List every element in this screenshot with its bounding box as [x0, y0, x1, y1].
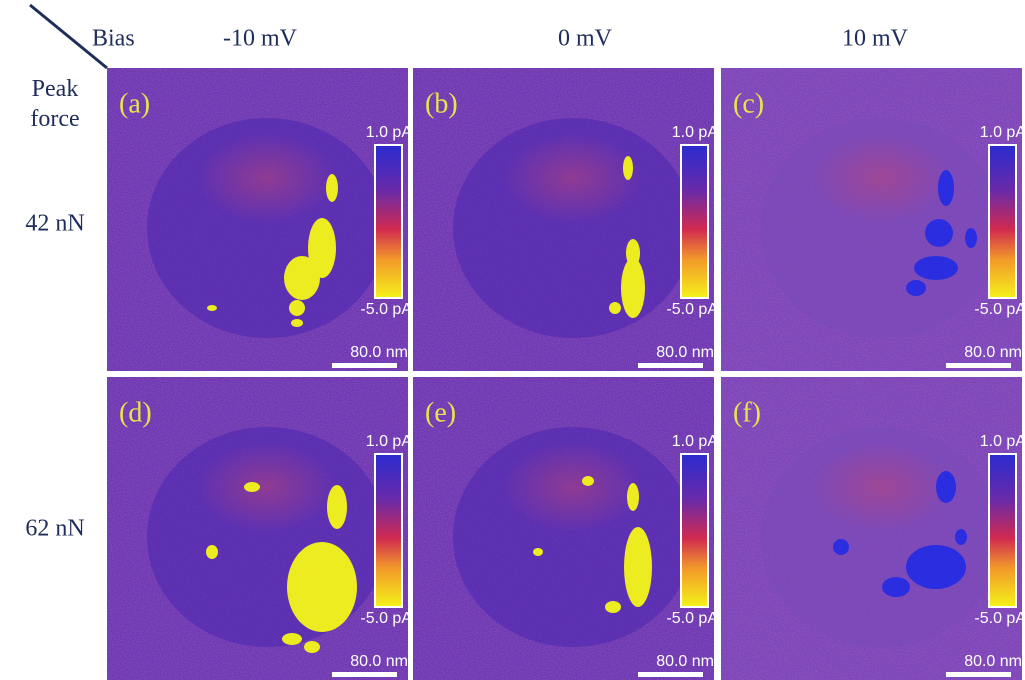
afm-panel: (c) 1.0 pA -5.0 pA 80.0 nm [721, 68, 1025, 371]
current-spot [582, 476, 594, 486]
colorbar [989, 145, 1016, 298]
colorbar-max-label: 1.0 pA [980, 124, 1025, 141]
current-spot [609, 302, 621, 314]
current-spot [623, 156, 633, 180]
particle-rim [503, 133, 643, 223]
colorbar-max-label: 1.0 pA [366, 124, 413, 141]
colorbar [989, 454, 1016, 607]
current-spot [287, 542, 357, 632]
scale-bar-label: 80.0 nm [350, 344, 408, 361]
panel-label: (d) [119, 397, 152, 428]
current-spot [936, 471, 956, 503]
scale-bar-label: 80.0 nm [350, 653, 408, 670]
particle-rim [811, 442, 951, 532]
column-label: 0 mV [558, 26, 613, 52]
current-spot [326, 174, 338, 202]
afm-panel: (d) 1.0 pA -5.0 pA 80.0 nm [107, 377, 412, 680]
current-spot [906, 280, 926, 296]
current-spot [291, 319, 303, 327]
bias-header: Bias [92, 26, 135, 52]
scale-bar-label: 80.0 nm [656, 653, 714, 670]
column-label: 10 mV [842, 26, 909, 52]
panel-label: (c) [733, 88, 764, 119]
current-spot [624, 527, 652, 607]
afm-panel: (a) 1.0 pA -5.0 pA 80.0 nm [107, 68, 412, 371]
current-spot [833, 539, 849, 555]
current-spot [955, 529, 967, 545]
current-spot [626, 239, 640, 267]
current-spot [244, 482, 260, 492]
row-label: 62 nN [25, 516, 84, 542]
scale-bar-label: 80.0 nm [964, 344, 1022, 361]
colorbar-max-label: 1.0 pA [672, 433, 719, 450]
panel-grid: (a) 1.0 pA -5.0 pA 80.0 nm (b) 1.0 pA -5.0 pA 8… [107, 68, 1025, 680]
column-label: -10 mV [223, 26, 298, 52]
scale-bar [638, 363, 703, 368]
colorbar-max-label: 1.0 pA [980, 433, 1025, 450]
afm-panel: (e) 1.0 pA -5.0 pA 80.0 nm [413, 377, 718, 680]
current-spot [327, 485, 347, 529]
current-spot [533, 548, 543, 556]
scale-bar [946, 672, 1011, 677]
colorbar-max-label: 1.0 pA [672, 124, 719, 141]
colorbar-min-label: -5.0 pA [360, 610, 412, 627]
current-spot [906, 545, 966, 589]
particle-rim [197, 133, 337, 223]
row-label: 42 nN [25, 211, 84, 237]
particle-rim [503, 442, 643, 532]
scale-bar [332, 672, 397, 677]
colorbar [681, 454, 708, 607]
panel-label: (f) [733, 397, 761, 428]
current-spot [282, 633, 302, 645]
scale-bar-label: 80.0 nm [964, 653, 1022, 670]
current-spot [289, 300, 305, 316]
colorbar [375, 454, 402, 607]
panel-label: (b) [425, 88, 458, 119]
current-spot [207, 305, 217, 311]
figure: Bias Peakforce (a)1.0 pA-5.0 pA80.0 nm(b… [0, 0, 1025, 680]
afm-panel: (b) 1.0 pA -5.0 pA 80.0 nm [413, 68, 718, 371]
scale-bar [332, 363, 397, 368]
panel-label: (e) [425, 397, 456, 428]
colorbar-min-label: -5.0 pA [666, 610, 718, 627]
current-spot [965, 228, 977, 248]
colorbar-min-label: -5.0 pA [974, 610, 1025, 627]
current-spot [882, 577, 910, 597]
colorbar [375, 145, 402, 298]
scale-bar-label: 80.0 nm [656, 344, 714, 361]
panel-label: (a) [119, 88, 150, 119]
colorbar-max-label: 1.0 pA [366, 433, 413, 450]
current-spot [914, 256, 958, 280]
colorbar-min-label: -5.0 pA [360, 301, 412, 318]
colorbar-min-label: -5.0 pA [666, 301, 718, 318]
current-spot [627, 483, 639, 511]
current-spot [938, 170, 954, 206]
colorbar [681, 145, 708, 298]
current-spot [284, 256, 320, 300]
particle-rim [197, 442, 337, 532]
current-spot [925, 219, 953, 247]
particle-rim [811, 133, 951, 223]
scale-bar [946, 363, 1011, 368]
afm-panel: (f) 1.0 pA -5.0 pA 80.0 nm [721, 377, 1025, 680]
colorbar-min-label: -5.0 pA [974, 301, 1025, 318]
scale-bar [638, 672, 703, 677]
current-spot [304, 641, 320, 653]
current-spot [206, 545, 218, 559]
current-spot [605, 601, 621, 613]
